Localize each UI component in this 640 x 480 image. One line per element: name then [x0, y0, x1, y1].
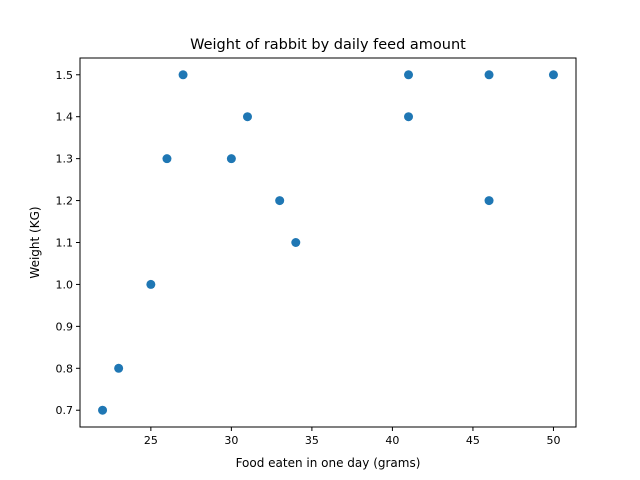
x-axis-label: Food eaten in one day (grams) — [236, 456, 421, 470]
x-tick-label: 35 — [305, 434, 319, 447]
data-point — [98, 405, 108, 415]
x-tick-label: 30 — [224, 434, 238, 447]
data-point — [114, 363, 124, 373]
y-tick-label: 1.1 — [56, 237, 74, 250]
data-point — [226, 154, 236, 164]
y-tick-label: 0.9 — [56, 320, 74, 333]
data-points — [98, 70, 558, 415]
y-tick-label: 1.4 — [56, 111, 74, 124]
y-tick-label: 1.3 — [56, 153, 74, 166]
data-point — [484, 196, 494, 206]
data-point — [548, 70, 558, 80]
y-tick-label: 0.8 — [56, 362, 74, 375]
data-point — [404, 112, 414, 122]
data-point — [178, 70, 188, 80]
x-axis: 25 30 35 40 45 50 — [144, 427, 560, 447]
data-point — [484, 70, 494, 80]
data-point — [242, 112, 252, 122]
data-point — [162, 154, 172, 164]
y-axis-label: Weight (KG) — [28, 206, 42, 278]
x-tick-label: 50 — [546, 434, 560, 447]
data-point — [404, 70, 414, 80]
plot-area-frame — [79, 57, 577, 428]
y-tick-label: 1.5 — [56, 69, 74, 82]
y-tick-label: 1.2 — [56, 195, 74, 208]
x-tick-label: 40 — [385, 434, 399, 447]
y-axis: 0.7 0.8 0.9 1.0 1.1 1.2 1.3 1.4 1.5 — [56, 69, 80, 417]
data-point — [275, 196, 285, 206]
chart-title: Weight of rabbit by daily feed amount — [190, 37, 466, 53]
data-point — [146, 279, 156, 289]
y-tick-label: 0.7 — [56, 404, 74, 417]
data-point — [291, 238, 301, 247]
x-tick-label: 25 — [144, 434, 158, 447]
y-tick-label: 1.0 — [56, 278, 74, 291]
x-tick-label: 45 — [466, 434, 480, 447]
